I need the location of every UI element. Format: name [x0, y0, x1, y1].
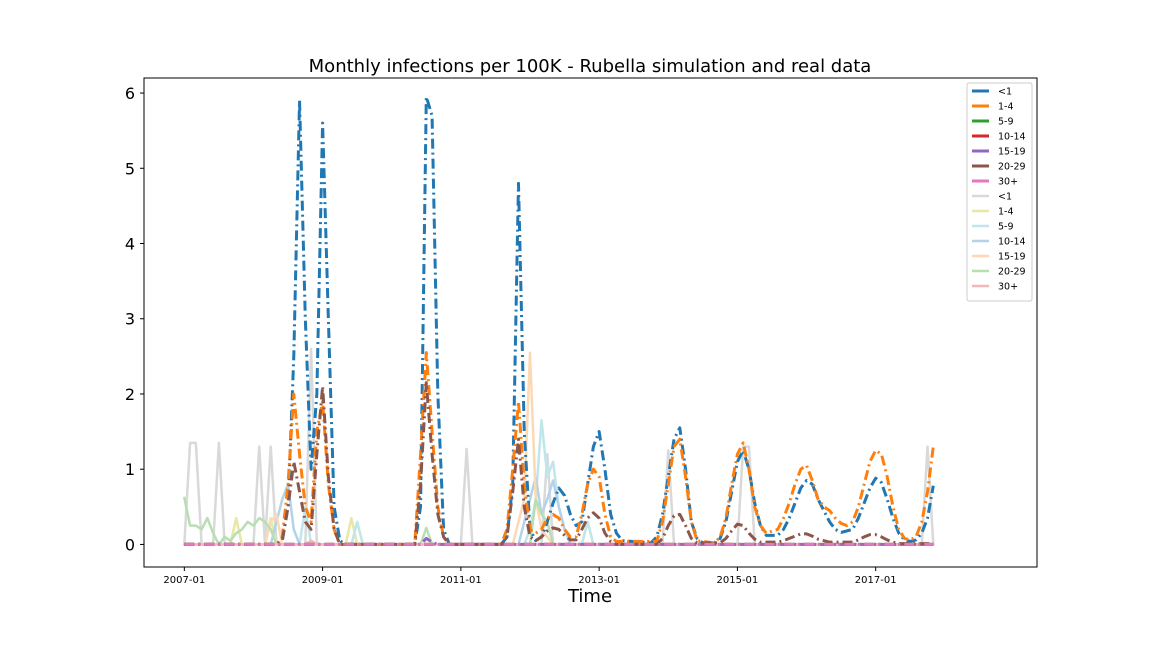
plot-area: 0 1 2 3 4 5 6 2007-01 2009-01 2011-01 2013-01 2015-…: [125, 77, 1038, 586]
series-line-sim-15-19: [184, 536, 934, 546]
series-line-sim-1-4: [184, 351, 935, 546]
x-axis-label: Time: [567, 586, 612, 607]
y-tick-label: 6: [125, 84, 135, 103]
x-tick-label: 2011-01: [440, 575, 482, 586]
legend-label-simulation-5-9: 5-9: [998, 117, 1014, 128]
legend-label-real-10-14: 10-14: [998, 237, 1026, 248]
y-tick-label: 2: [125, 385, 135, 404]
legend-label-simulation-15-19: 15-19: [998, 147, 1026, 158]
legend-label-simulation-30-plus: 30+: [998, 177, 1018, 188]
y-tick-label: 0: [125, 535, 135, 554]
x-tick-label: 2013-01: [578, 575, 620, 586]
y-tick-label: 3: [125, 310, 135, 329]
series-line-sim-under-1: [184, 95, 935, 546]
legend-label-simulation-1-4: 1-4: [998, 102, 1014, 113]
series-line-real-20-29: [183, 496, 935, 546]
legend: <1 1-4 5-9 10-14 15-19 20-29 30+ <1 1-4 5-9 10-14 1…: [966, 82, 1033, 302]
legend-label-simulation-10-14: 10-14: [998, 132, 1026, 143]
legend-label-real-5-9: 5-9: [998, 222, 1014, 233]
y-tick-label: 4: [125, 235, 135, 254]
y-tick-label: 1: [125, 460, 135, 479]
x-tick-label: 2009-01: [302, 575, 344, 586]
y-tick-label: 5: [125, 159, 135, 178]
legend-label-real-15-19: 15-19: [998, 252, 1026, 263]
chart-title: Monthly infections per 100K - Rubella si…: [309, 56, 872, 77]
x-tick-label: 2015-01: [717, 575, 759, 586]
legend-label-real-20-29: 20-29: [998, 267, 1026, 278]
legend-label-real-30-plus: 30+: [998, 282, 1018, 293]
legend-label-simulation-under-1: <1: [998, 87, 1012, 98]
plot-frame: [143, 77, 1038, 568]
legend-label-real-1-4: 1-4: [998, 207, 1014, 218]
legend-label-real-under-1: <1: [998, 192, 1012, 203]
x-tick-label: 2017-01: [855, 575, 897, 586]
x-tick-label: 2007-01: [163, 575, 205, 586]
legend-label-simulation-20-29: 20-29: [998, 162, 1026, 173]
series-line-real-15-19: [183, 351, 935, 546]
